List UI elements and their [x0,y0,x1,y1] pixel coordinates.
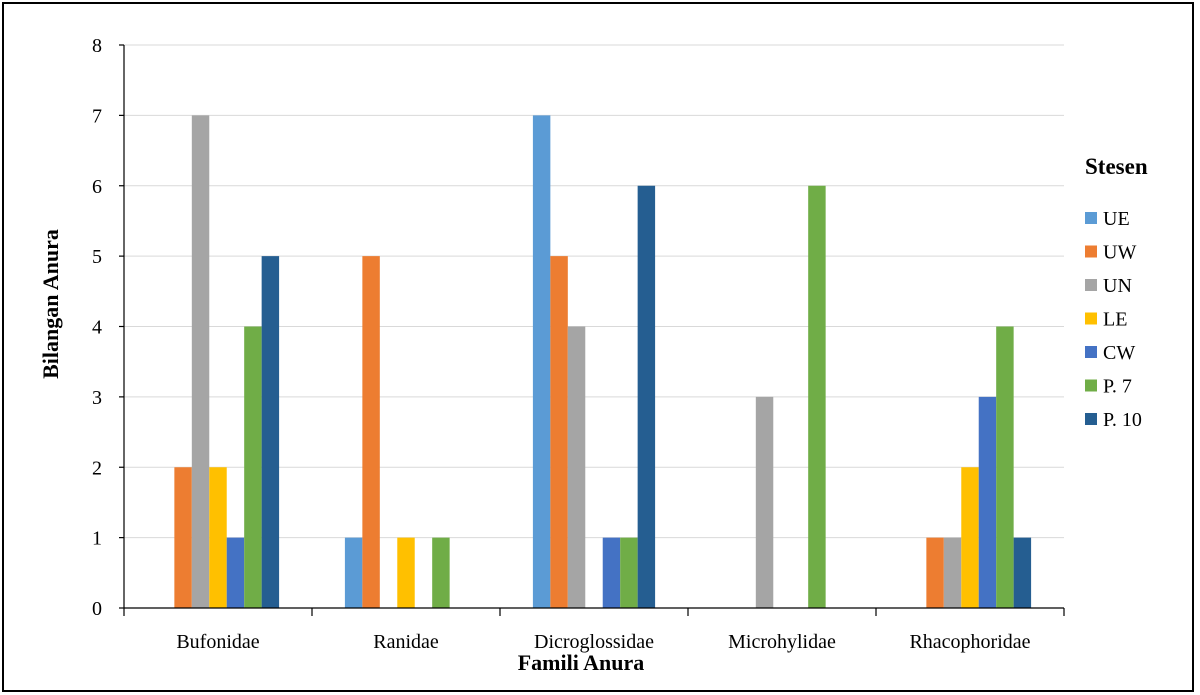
legend-swatch [1085,379,1097,392]
legend-swatch [1085,312,1097,325]
bar-dicroglossidae-uw [550,256,568,608]
bar-dicroglossidae-cw [602,537,621,608]
x-category-label: Rhacophoridae [909,631,1030,653]
bar-chart: 0 1 2 3 4 5 6 7 8 Bufonidae Ranidae Dicroglossidae… [38,35,1148,675]
y-tick-label: 4 [92,317,102,339]
legend-item: P. 10 [1085,409,1142,431]
bars [174,115,1032,608]
bar-dicroglossidae-p7 [620,537,638,608]
legend-item: CW [1085,342,1135,364]
bar-bufonidae-uw [174,467,192,608]
legend-item: P. 7 [1085,376,1132,398]
bar-rhacophoridae-cw [978,396,997,608]
axes [119,44,1065,616]
y-axis-title: Bilangan Anura [38,229,63,379]
x-category-label: Dicroglossidae [534,631,654,653]
legend-swatch [1085,413,1097,425]
legend-swatch [1085,279,1097,291]
legend-label: LE [1103,309,1127,331]
bar-bufonidae-le [209,467,227,608]
y-tick-label: 6 [92,176,102,198]
bar-bufonidae-cw [226,537,245,608]
y-tick-label: 8 [92,35,102,57]
legend-swatch [1085,245,1097,258]
x-axis-title: Famili Anura [518,650,645,675]
x-category-label: Ranidae [373,631,439,653]
bar-rhacophoridae-un [943,537,962,608]
legend-item: UN [1085,275,1132,297]
bar-microhylidae-p7 [808,185,826,608]
y-tick-label: 0 [92,598,102,620]
legend-label: P. 7 [1103,376,1132,398]
legend-item: LE [1085,309,1127,331]
y-tick-label: 7 [92,105,102,127]
legend-title: Stesen [1085,154,1148,179]
bar-rhacophoridae-le [961,467,979,608]
bar-dicroglossidae-ue [532,115,551,608]
bar-dicroglossidae-p10 [637,185,656,608]
bar-ranidae-p7 [432,537,450,608]
y-tick-label: 5 [92,246,102,268]
bar-microhylidae-un [755,396,774,608]
legend-swatch [1085,212,1097,224]
y-tick-label: 3 [92,387,102,409]
y-tick-label: 1 [92,528,102,550]
bar-rhacophoridae-p10 [1013,537,1032,608]
bar-rhacophoridae-p7 [996,326,1014,608]
legend-label: UN [1103,275,1132,297]
legend-label: UE [1103,208,1130,230]
y-tick-label: 2 [92,457,102,479]
bar-ranidae-le [397,537,415,608]
legend-label: P. 10 [1103,409,1142,431]
legend-label: CW [1103,342,1135,364]
bar-ranidae-uw [362,256,380,608]
gridlines [124,44,1064,539]
y-tick-labels: 0 1 2 3 4 5 6 7 8 [92,35,102,620]
bar-bufonidae-p7 [244,326,262,608]
bar-dicroglossidae-un [567,326,586,608]
x-category-labels: Bufonidae Ranidae Dicroglossidae Microhylid… [176,631,1030,653]
bar-ranidae-ue [344,537,363,608]
legend-label: UW [1103,242,1136,264]
x-category-label: Bufonidae [176,631,259,653]
legend-item: UW [1085,242,1136,264]
x-category-label: Microhylidae [728,631,836,653]
bar-bufonidae-un [191,115,210,608]
bar-rhacophoridae-uw [926,537,944,608]
legend-swatch [1085,346,1097,358]
bar-bufonidae-p10 [261,256,280,608]
legend-item: UE [1085,208,1130,230]
legend: Stesen UE UW UN LE CW P. 7 P. 10 [1085,154,1148,431]
